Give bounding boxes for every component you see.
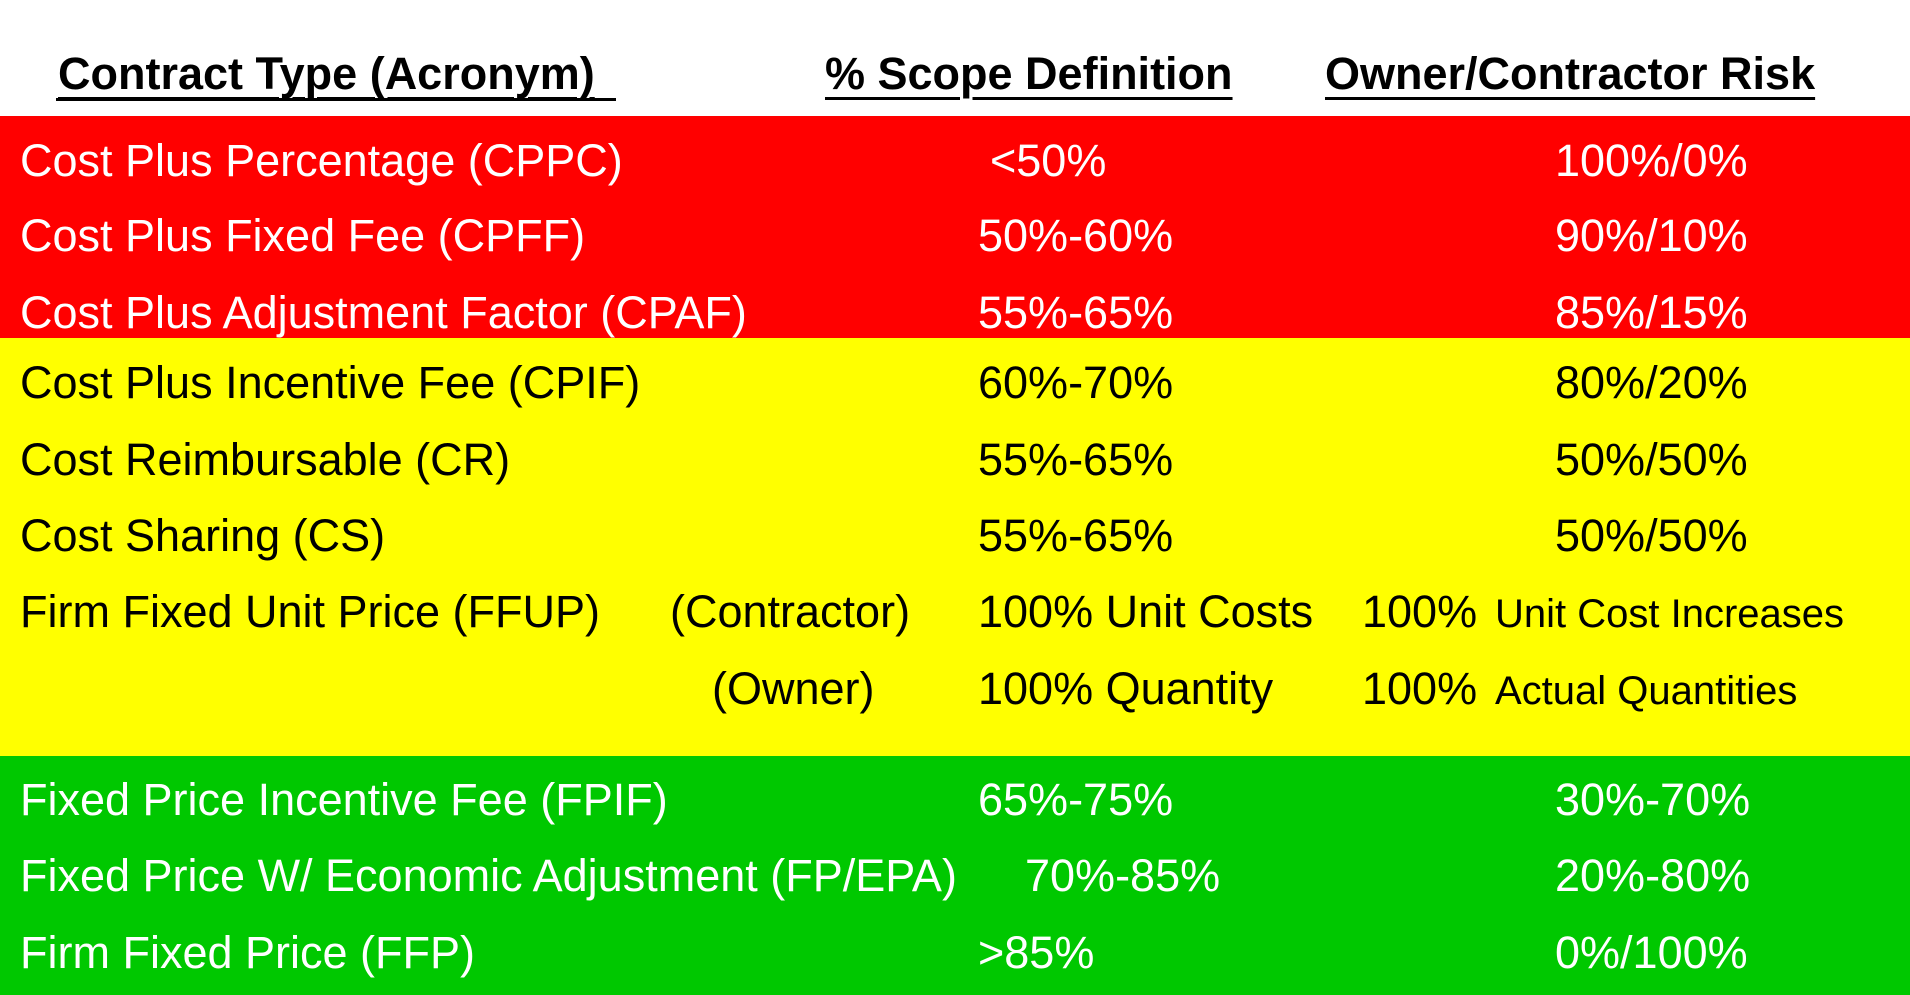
row-risk: 100%/0%	[1555, 135, 1748, 186]
row-scope: 50%-60%	[978, 210, 1174, 261]
row-risk: 20%-80%	[1555, 850, 1751, 901]
row-risk: 90%/10%	[1555, 210, 1748, 261]
row-scope: >85%	[978, 927, 1095, 978]
row-risk-text: Unit Cost Increases	[1495, 592, 1845, 636]
row-risk: 30%-70%	[1555, 774, 1751, 825]
row-name: Firm Fixed Price (FFP)	[20, 927, 475, 978]
row-scope: 70%-85%	[1025, 850, 1221, 901]
row-risk-text: Actual Quantities	[1495, 669, 1798, 713]
row-scope: 55%-65%	[978, 510, 1174, 561]
row-scope: <50%	[990, 135, 1107, 186]
header-contract-type: Contract Type (Acronym)	[58, 48, 595, 99]
row-scope: 100% Unit Costs	[978, 586, 1314, 637]
green-band	[0, 756, 1910, 995]
row-scope: 100% Quantity	[978, 663, 1274, 714]
row-party: (Owner)	[712, 663, 875, 714]
row-scope: 55%-65%	[978, 434, 1174, 485]
row-risk-pct: 100%	[1362, 663, 1478, 714]
row-name: Firm Fixed Unit Price (FFUP)	[20, 586, 601, 637]
row-risk: 50%/50%	[1555, 510, 1748, 561]
yellow-band	[0, 338, 1910, 756]
row-risk: 0%/100%	[1555, 927, 1748, 978]
row-risk: 80%/20%	[1555, 357, 1748, 408]
row-name: Cost Plus Percentage (CPPC)	[20, 135, 623, 186]
header-scope-definition: % Scope Definition	[825, 48, 1233, 99]
row-name: Cost Reimbursable (CR)	[20, 434, 511, 485]
row-risk: 85%/15%	[1555, 287, 1748, 338]
row-name: Cost Plus Incentive Fee (CPIF)	[20, 357, 641, 408]
row-scope: 60%-70%	[978, 357, 1174, 408]
row-name: Fixed Price Incentive Fee (FPIF)	[20, 774, 668, 825]
row-risk-pct: 100%	[1362, 586, 1478, 637]
row-risk: 50%/50%	[1555, 434, 1748, 485]
row-name: Cost Sharing (CS)	[20, 510, 386, 561]
row-name: Cost Plus Fixed Fee (CPFF)	[20, 210, 586, 261]
row-party: (Contractor)	[670, 586, 911, 637]
red-band	[0, 116, 1910, 338]
row-name: Cost Plus Adjustment Factor (CPAF)	[20, 287, 747, 338]
row-name: Fixed Price W/ Economic Adjustment (FP/E…	[20, 850, 957, 901]
header-underline	[56, 98, 616, 101]
row-scope: 55%-65%	[978, 287, 1174, 338]
row-scope: 65%-75%	[978, 774, 1174, 825]
header-risk: Owner/Contractor Risk	[1325, 48, 1816, 99]
